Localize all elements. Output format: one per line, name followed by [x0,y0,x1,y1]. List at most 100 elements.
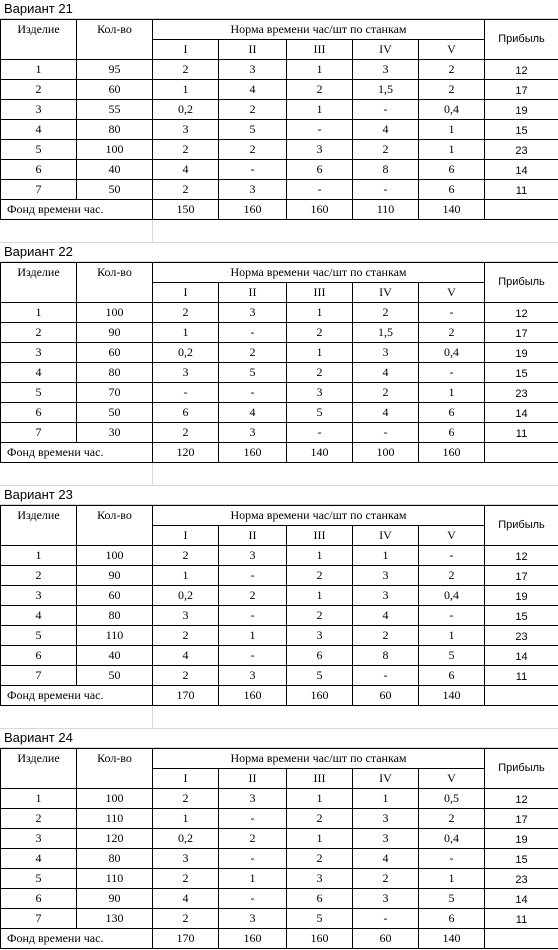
data-cell[interactable]: 2 [352,868,419,889]
data-cell[interactable]: 5 [286,908,353,929]
header-machine[interactable]: I [152,768,219,789]
fund-cell[interactable]: 160 [218,442,287,463]
data-cell[interactable]: 1,5 [352,322,419,343]
data-cell[interactable]: 3 [352,585,419,606]
data-cell[interactable]: 55 [76,99,153,120]
data-cell[interactable]: 2 [152,545,219,566]
header-norm[interactable]: Норма времени час/шт по станкам [151,262,486,283]
data-cell[interactable]: - [417,848,486,869]
data-cell[interactable]: 0,2 [152,99,219,120]
data-cell[interactable]: 0,2 [152,342,219,363]
data-cell[interactable]: 2 [152,302,219,323]
header-profit[interactable]: Прибыль [484,19,558,60]
profit-cell[interactable]: 12 [484,302,558,323]
header-machine[interactable]: V [417,39,486,60]
data-cell[interactable]: 3 [218,665,287,686]
data-cell[interactable]: 0,5 [417,788,486,809]
data-cell[interactable]: 3 [0,342,77,363]
header-product[interactable]: Изделие [0,748,77,789]
header-machine[interactable]: IV [352,39,419,60]
profit-cell[interactable]: 17 [484,565,558,586]
header-product[interactable]: Изделие [0,262,77,303]
fund-cell[interactable]: 120 [152,442,219,463]
header-machine[interactable]: II [218,39,287,60]
header-norm[interactable]: Норма времени час/шт по станкам [151,505,486,526]
data-cell[interactable]: 4 [352,119,419,140]
fund-cell[interactable]: 110 [352,199,419,220]
data-cell[interactable]: 3 [286,625,353,646]
header-machine[interactable]: III [286,39,353,60]
data-cell[interactable]: 3 [218,422,287,443]
data-cell[interactable]: - [218,848,287,869]
data-cell[interactable]: 110 [76,625,153,646]
header-machine[interactable]: II [218,768,287,789]
data-cell[interactable]: 0,4 [417,585,486,606]
data-cell[interactable]: 4 [218,79,287,100]
data-cell[interactable]: 2 [152,868,219,889]
blank-row[interactable] [0,706,558,729]
data-cell[interactable]: 2 [352,139,419,160]
data-cell[interactable]: 7 [0,422,77,443]
profit-cell[interactable]: 19 [484,585,558,606]
header-machine[interactable]: IV [352,282,419,303]
fund-cell[interactable]: 160 [286,199,353,220]
data-cell[interactable]: 4 [352,402,419,423]
fund-cell[interactable]: 140 [417,199,486,220]
data-cell[interactable]: 60 [76,342,153,363]
data-cell[interactable]: 4 [0,605,77,626]
data-cell[interactable]: 3 [352,59,419,80]
data-cell[interactable]: 6 [417,422,486,443]
header-machine[interactable]: V [417,282,486,303]
data-cell[interactable]: 60 [76,79,153,100]
data-cell[interactable]: 4 [152,888,219,909]
data-cell[interactable]: 2 [218,342,287,363]
fund-cell[interactable]: 140 [417,928,486,949]
data-cell[interactable]: 1 [152,79,219,100]
header-machine[interactable]: V [417,768,486,789]
data-cell[interactable]: - [352,665,419,686]
header-norm[interactable]: Норма времени час/шт по станкам [151,19,486,40]
profit-cell[interactable]: 14 [484,645,558,666]
data-cell[interactable]: 2 [286,848,353,869]
data-cell[interactable]: 4 [152,159,219,180]
data-cell[interactable]: 2 [152,788,219,809]
data-cell[interactable]: - [352,99,419,120]
data-cell[interactable]: 1 [417,382,486,403]
data-cell[interactable]: 5 [417,888,486,909]
data-cell[interactable]: - [417,545,486,566]
header-machine[interactable]: III [286,768,353,789]
data-cell[interactable]: 6 [286,645,353,666]
data-cell[interactable]: - [218,645,287,666]
data-cell[interactable]: 1 [0,59,77,80]
data-cell[interactable]: 3 [352,808,419,829]
header-profit[interactable]: Прибыль [484,748,558,789]
data-cell[interactable]: 5 [286,665,353,686]
fund-cell[interactable]: 170 [152,685,219,706]
data-cell[interactable]: 1 [352,788,419,809]
header-quantity[interactable]: Кол-во [76,748,153,789]
data-cell[interactable]: 2 [218,139,287,160]
data-cell[interactable]: 1 [417,625,486,646]
fund-empty-cell[interactable] [484,685,558,706]
data-cell[interactable]: 0,4 [417,99,486,120]
data-cell[interactable]: 3 [0,585,77,606]
data-cell[interactable]: 2 [218,99,287,120]
data-cell[interactable]: 2 [286,322,353,343]
profit-cell[interactable]: 14 [484,888,558,909]
data-cell[interactable]: 40 [76,645,153,666]
data-cell[interactable]: 4 [218,402,287,423]
profit-cell[interactable]: 14 [484,159,558,180]
fund-cell[interactable]: 160 [218,685,287,706]
data-cell[interactable]: 80 [76,848,153,869]
data-cell[interactable]: 6 [0,645,77,666]
data-cell[interactable]: 2 [286,362,353,383]
data-cell[interactable]: 2 [152,908,219,929]
data-cell[interactable]: - [286,422,353,443]
data-cell[interactable]: 7 [0,665,77,686]
data-cell[interactable]: 2 [286,808,353,829]
data-cell[interactable]: 2 [152,422,219,443]
data-cell[interactable]: 2 [352,625,419,646]
data-cell[interactable]: 7 [0,179,77,200]
profit-cell[interactable]: 15 [484,848,558,869]
data-cell[interactable]: 1 [286,585,353,606]
